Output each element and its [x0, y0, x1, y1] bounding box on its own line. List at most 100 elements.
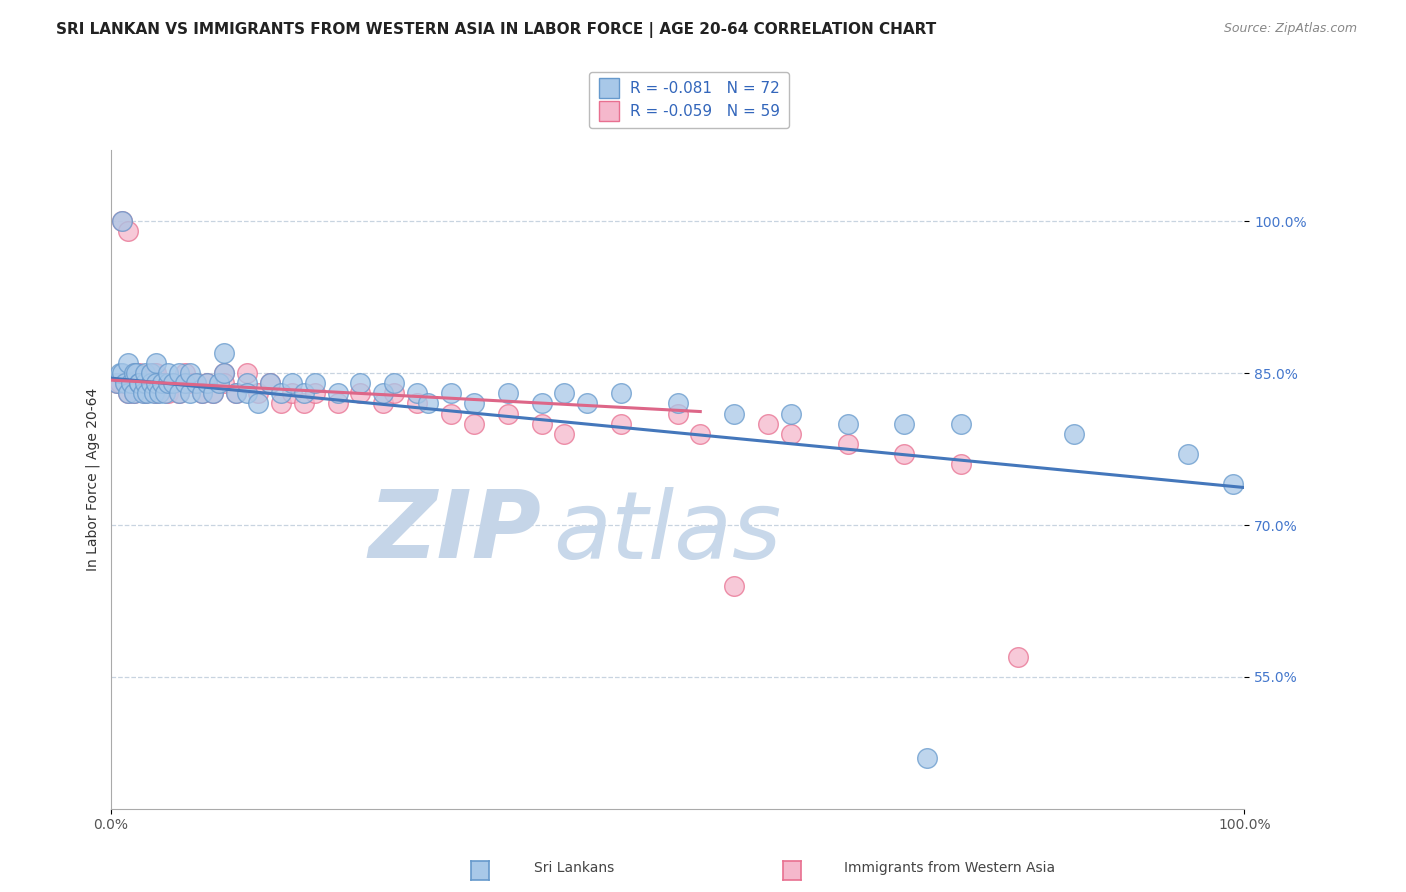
Point [195, 376, 218, 391]
Point [723, 579, 745, 593]
Point [201, 386, 224, 401]
Point [162, 376, 184, 391]
Point [225, 386, 247, 401]
Point [201, 386, 224, 401]
Point [125, 376, 148, 391]
Point [212, 346, 235, 360]
Point [259, 376, 281, 391]
Point [575, 396, 598, 410]
Point [247, 386, 270, 401]
Point [162, 376, 184, 391]
Point [292, 396, 315, 410]
Point [122, 366, 145, 380]
Point [134, 386, 156, 401]
Point [179, 376, 201, 391]
Point [156, 376, 179, 391]
Point [915, 751, 938, 765]
Point [281, 386, 304, 401]
Point [131, 376, 153, 391]
Point [304, 376, 326, 391]
Point [150, 376, 173, 391]
Point [553, 426, 575, 441]
Point [145, 366, 167, 380]
Legend: R = -0.081   N = 72, R = -0.059   N = 59: R = -0.081 N = 72, R = -0.059 N = 59 [589, 72, 789, 128]
Point [122, 386, 145, 401]
Point [236, 386, 259, 401]
Point [125, 366, 148, 380]
Point [949, 417, 972, 431]
Point [837, 437, 859, 451]
Point [111, 366, 134, 380]
Point [610, 417, 633, 431]
Point [666, 396, 689, 410]
Point [105, 376, 128, 391]
Point [190, 386, 212, 401]
Point [143, 386, 166, 401]
Point [780, 426, 803, 441]
Point [406, 396, 429, 410]
Point [949, 457, 972, 471]
Point [463, 417, 485, 431]
Text: Immigrants from Western Asia: Immigrants from Western Asia [844, 862, 1054, 875]
Text: atlas: atlas [553, 487, 782, 578]
Point [406, 386, 429, 401]
Point [530, 396, 553, 410]
Point [190, 386, 212, 401]
Point [179, 366, 201, 380]
Point [610, 386, 633, 401]
Point [349, 386, 371, 401]
Point [122, 386, 145, 401]
Point [128, 376, 150, 391]
Point [349, 376, 371, 391]
Point [156, 386, 179, 401]
Point [139, 366, 162, 380]
Point [139, 376, 162, 391]
Point [114, 376, 136, 391]
Point [120, 376, 142, 391]
Point [247, 396, 270, 410]
Point [114, 376, 136, 391]
Text: ZIP: ZIP [368, 486, 541, 578]
Point [1222, 477, 1244, 491]
Point [893, 447, 915, 461]
Y-axis label: In Labor Force | Age 20-64: In Labor Force | Age 20-64 [86, 388, 100, 571]
Point [371, 396, 394, 410]
Point [212, 366, 235, 380]
Point [371, 386, 394, 401]
Point [167, 366, 190, 380]
Point [195, 376, 218, 391]
Point [173, 366, 195, 380]
Point [134, 376, 156, 391]
Point [304, 386, 326, 401]
Point [134, 366, 156, 380]
Point [281, 376, 304, 391]
Point [145, 376, 167, 391]
Point [122, 366, 145, 380]
Point [167, 386, 190, 401]
Point [756, 417, 779, 431]
Point [108, 366, 131, 380]
Point [139, 376, 162, 391]
Point [225, 386, 247, 401]
Point [326, 396, 349, 410]
Point [117, 356, 139, 370]
Point [184, 376, 207, 391]
Point [292, 386, 315, 401]
Point [105, 376, 128, 391]
Point [179, 386, 201, 401]
Point [145, 356, 167, 370]
Point [173, 376, 195, 391]
Point [155, 386, 177, 401]
Point [837, 417, 859, 431]
Point [131, 386, 153, 401]
Point [780, 407, 803, 421]
Point [689, 426, 711, 441]
Point [111, 214, 134, 228]
Point [184, 376, 207, 391]
Text: SRI LANKAN VS IMMIGRANTS FROM WESTERN ASIA IN LABOR FORCE | AGE 20-64 CORRELATIO: SRI LANKAN VS IMMIGRANTS FROM WESTERN AS… [56, 22, 936, 38]
Point [1007, 649, 1029, 664]
Point [418, 396, 440, 410]
Point [723, 407, 745, 421]
Point [382, 386, 405, 401]
Point [326, 386, 349, 401]
